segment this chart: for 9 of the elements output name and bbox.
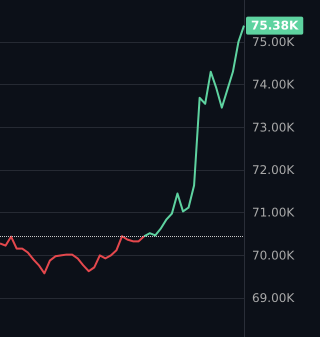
y-tick-label: 74.00K (252, 78, 296, 92)
y-tick-label: 75.00K (252, 34, 296, 49)
y-tick-label: 69.00K (252, 291, 296, 306)
line-series (0, 235, 146, 274)
y-tick-label: 72.00K (252, 162, 296, 177)
y-tick-label: 71.00K (252, 206, 296, 220)
y-tick-label: 70.00K (252, 248, 296, 262)
y-tick-label: 73.00K (252, 120, 296, 134)
text: 75.38K (251, 18, 299, 33)
